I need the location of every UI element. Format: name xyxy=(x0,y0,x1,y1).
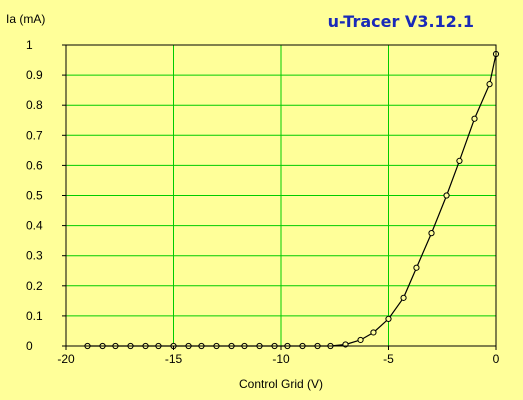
series-line xyxy=(87,53,497,347)
data-point xyxy=(471,115,478,122)
y-tick-label: 1 xyxy=(26,38,33,52)
app-title: u-Tracer V3.12.1 xyxy=(328,12,474,31)
data-point xyxy=(357,336,364,344)
data-point xyxy=(443,192,450,199)
x-tick-label: -20 xyxy=(57,352,75,366)
data-point xyxy=(486,81,493,88)
x-tick-label: -10 xyxy=(272,352,290,366)
y-tick-label: 0.5 xyxy=(26,189,43,203)
series-layer xyxy=(84,50,500,350)
data-point xyxy=(370,329,377,336)
data-point xyxy=(413,264,420,271)
tick-labels: -20 -15 -10 -5 0 0 0.1 0.2 0.3 0.4 0.5 0.6 0.7 0.8 0.9… xyxy=(26,38,500,366)
y-tick-label: 0.1 xyxy=(26,309,43,323)
grid xyxy=(66,45,496,346)
y-tick-label: 0.2 xyxy=(26,279,43,293)
x-tick-label: -15 xyxy=(165,352,183,366)
y-axis-label: Ia (mA) xyxy=(6,12,45,26)
y-tick-label: 0 xyxy=(26,339,33,353)
y-tick-label: 0.6 xyxy=(26,158,43,172)
y-tick-label: 0.9 xyxy=(26,68,43,82)
data-point xyxy=(428,230,435,237)
x-tick-label: -5 xyxy=(383,352,394,366)
data-point xyxy=(385,315,392,323)
y-tick-label: 0.7 xyxy=(26,128,43,142)
x-tick-label: 0 xyxy=(493,352,500,366)
y-tick-label: 0.3 xyxy=(26,249,43,263)
x-axis-label: Control Grid (V) xyxy=(239,377,323,391)
y-tick-label: 0.8 xyxy=(26,98,43,112)
data-point xyxy=(400,294,407,301)
data-point xyxy=(456,157,463,164)
y-tick-label: 0.4 xyxy=(26,219,43,233)
